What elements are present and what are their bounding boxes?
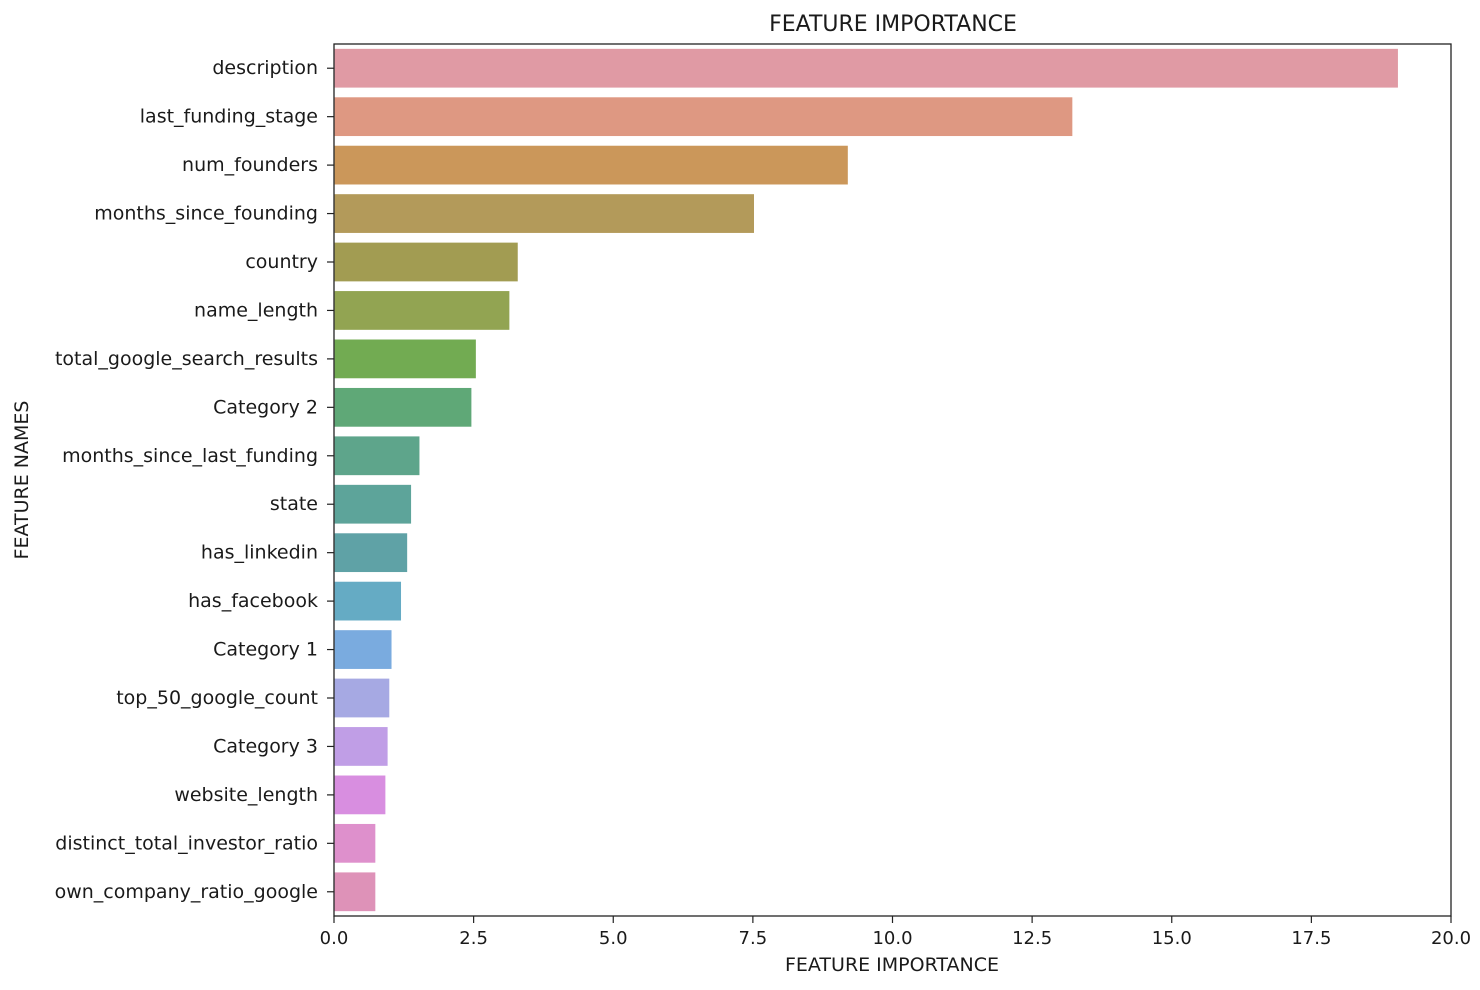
y-tick-label: total_google_search_results [55, 348, 318, 370]
x-tick-label: 7.5 [739, 928, 768, 949]
y-tick-label: Category 3 [213, 735, 318, 757]
bars-group [334, 48, 1398, 912]
bar-state [334, 484, 412, 524]
y-tick-label: has_facebook [188, 590, 318, 612]
bar-name-length [334, 291, 510, 330]
y-tick-label: Category 1 [213, 639, 318, 661]
y-tick-label: country [245, 251, 318, 273]
y-tick-label: website_length [174, 784, 318, 806]
x-tick-label: 15.0 [1152, 928, 1192, 949]
y-tick-label: months_since_last_funding [62, 445, 318, 467]
x-tick-label: 5.0 [599, 928, 628, 949]
bar-has-linkedin [334, 533, 408, 573]
x-axis-label: FEATURE IMPORTANCE [785, 954, 999, 976]
y-tick-label: months_since_founding [94, 203, 318, 225]
bar-description [334, 48, 1398, 88]
y-tick-label: description [212, 57, 318, 79]
y-tick-label: state [270, 493, 318, 515]
y-tick-label: own_company_ratio_google [55, 881, 318, 903]
bar-category-2 [334, 387, 472, 427]
x-tick-label: 0.0 [320, 928, 349, 949]
x-tick-label: 17.5 [1291, 928, 1331, 949]
bar-distinct-total-investor-ratio [334, 823, 376, 863]
x-tick-label: 20.0 [1431, 928, 1471, 949]
bar-num-founders [334, 145, 848, 185]
x-ticks: 0.0 2.5 5.0 7.5 10.0 12.5 15.0 17.5 20.0 [320, 916, 1471, 949]
bar-top-50-google-count [334, 678, 390, 718]
bar-total-google-search-results [334, 339, 476, 379]
bar-months-since-founding [334, 194, 754, 233]
x-tick-label: 12.5 [1012, 928, 1052, 949]
y-tick-label: num_founders [182, 154, 318, 176]
bar-category-1 [334, 630, 392, 669]
bar-website-length [334, 775, 386, 815]
y-tick-labels: description last_funding_stage num_founder… [55, 57, 334, 903]
y-tick-label: Category 2 [213, 396, 318, 418]
x-tick-label: 2.5 [459, 928, 488, 949]
bar-has-facebook [334, 581, 402, 621]
bar-months-since-last-funding [334, 436, 420, 476]
y-axis-label: FEATURE NAMES [11, 401, 33, 560]
y-tick-label: last_funding_stage [140, 106, 318, 128]
chart-title: FEATURE IMPORTANCE [769, 12, 1017, 37]
x-tick-label: 10.0 [872, 928, 912, 949]
y-tick-label: has_linkedin [201, 542, 318, 564]
y-tick-label: distinct_total_investor_ratio [55, 832, 318, 854]
y-tick-label: name_length [194, 299, 318, 321]
y-tick-label: top_50_google_count [116, 687, 318, 709]
bar-country [334, 242, 518, 282]
plot-frame [333, 43, 1452, 917]
bar-own-company-ratio-google [334, 872, 376, 912]
bar-category-3 [334, 727, 388, 766]
bar-last-funding-stage [334, 97, 1073, 137]
